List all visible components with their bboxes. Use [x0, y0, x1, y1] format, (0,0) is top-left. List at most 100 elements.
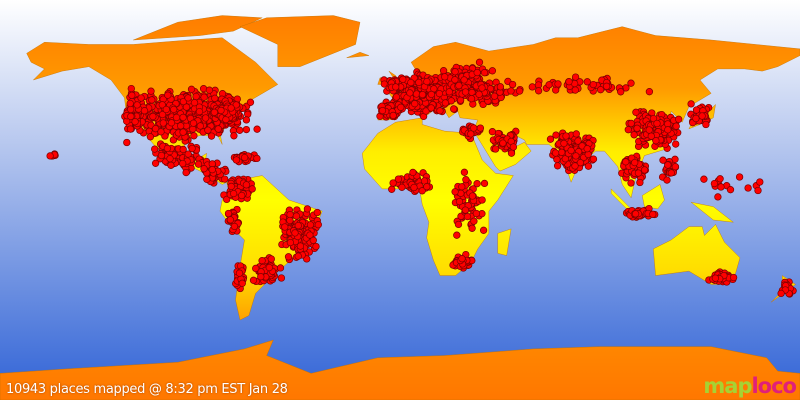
place-marker[interactable] — [392, 83, 400, 91]
place-marker[interactable] — [627, 119, 635, 128]
place-marker[interactable] — [227, 182, 235, 191]
place-marker[interactable] — [314, 221, 322, 229]
place-marker[interactable] — [479, 226, 488, 234]
place-marker[interactable] — [664, 161, 672, 169]
place-marker[interactable] — [653, 119, 661, 128]
place-marker[interactable] — [406, 89, 414, 97]
place-marker[interactable] — [461, 88, 470, 96]
place-marker[interactable] — [553, 155, 561, 164]
place-marker[interactable] — [480, 69, 489, 77]
place-marker[interactable] — [692, 114, 700, 123]
place-marker[interactable] — [409, 168, 417, 177]
place-marker[interactable] — [574, 137, 582, 145]
place-marker[interactable] — [190, 99, 199, 107]
place-marker[interactable] — [133, 101, 141, 109]
place-marker[interactable] — [229, 189, 238, 198]
place-marker[interactable] — [458, 183, 466, 191]
place-marker[interactable] — [472, 209, 481, 218]
place-marker[interactable] — [292, 212, 301, 220]
place-marker[interactable] — [313, 208, 321, 217]
place-marker[interactable] — [388, 185, 396, 193]
place-marker[interactable] — [230, 222, 239, 231]
place-marker[interactable] — [123, 138, 131, 147]
place-marker[interactable] — [179, 97, 188, 106]
place-marker[interactable] — [204, 126, 212, 134]
place-marker[interactable] — [702, 120, 710, 129]
place-marker[interactable] — [565, 78, 573, 86]
place-marker[interactable] — [700, 175, 708, 183]
place-marker[interactable] — [596, 86, 605, 94]
place-marker[interactable] — [499, 139, 507, 147]
place-marker[interactable] — [632, 108, 640, 116]
place-marker[interactable] — [692, 106, 701, 114]
place-marker[interactable] — [453, 231, 461, 239]
place-marker[interactable] — [427, 104, 435, 112]
place-marker[interactable] — [217, 106, 225, 115]
place-marker[interactable] — [389, 179, 397, 187]
place-marker[interactable] — [468, 224, 476, 232]
place-marker[interactable] — [182, 168, 190, 177]
place-marker[interactable] — [423, 183, 431, 191]
place-marker[interactable] — [294, 221, 302, 230]
place-marker[interactable] — [633, 124, 641, 132]
place-marker[interactable] — [214, 125, 222, 133]
place-marker[interactable] — [159, 119, 167, 127]
place-marker[interactable] — [127, 112, 135, 121]
place-marker[interactable] — [427, 90, 436, 99]
place-marker[interactable] — [714, 193, 722, 201]
place-marker[interactable] — [631, 158, 639, 167]
place-marker[interactable] — [303, 205, 312, 213]
place-marker[interactable] — [418, 90, 427, 99]
place-marker[interactable] — [189, 119, 198, 127]
place-marker[interactable] — [151, 125, 160, 133]
place-marker[interactable] — [572, 130, 580, 138]
place-marker[interactable] — [249, 276, 258, 284]
place-marker[interactable] — [224, 209, 233, 218]
place-marker[interactable] — [460, 76, 468, 84]
place-marker[interactable] — [461, 206, 470, 214]
place-marker[interactable] — [189, 125, 197, 133]
place-marker[interactable] — [294, 252, 302, 260]
place-marker[interactable] — [647, 132, 655, 140]
place-marker[interactable] — [192, 92, 200, 101]
place-marker[interactable] — [149, 112, 157, 121]
place-marker[interactable] — [267, 255, 275, 263]
place-marker[interactable] — [170, 105, 178, 114]
place-marker[interactable] — [717, 183, 725, 191]
place-marker[interactable] — [509, 143, 518, 151]
place-marker[interactable] — [636, 178, 644, 187]
place-marker[interactable] — [312, 242, 320, 251]
place-marker[interactable] — [46, 152, 54, 160]
place-marker[interactable] — [252, 264, 260, 273]
place-marker[interactable] — [571, 86, 579, 94]
place-marker[interactable] — [687, 100, 695, 108]
place-marker[interactable] — [475, 58, 484, 66]
place-marker[interactable] — [211, 94, 219, 102]
place-marker[interactable] — [392, 93, 401, 101]
place-marker[interactable] — [583, 78, 591, 86]
place-marker[interactable] — [562, 132, 570, 140]
place-marker[interactable] — [242, 116, 251, 124]
place-marker[interactable] — [645, 126, 653, 134]
place-marker[interactable] — [179, 113, 187, 122]
place-marker[interactable] — [157, 151, 166, 160]
place-marker[interactable] — [194, 160, 203, 168]
place-marker[interactable] — [602, 82, 611, 90]
place-marker[interactable] — [583, 145, 591, 153]
place-marker[interactable] — [407, 78, 415, 87]
place-marker[interactable] — [754, 186, 762, 195]
place-marker[interactable] — [463, 212, 472, 221]
place-marker[interactable] — [238, 279, 246, 287]
place-marker[interactable] — [467, 130, 475, 138]
place-marker[interactable] — [558, 148, 566, 156]
place-marker[interactable] — [158, 101, 166, 109]
place-marker[interactable] — [190, 132, 198, 140]
place-marker[interactable] — [394, 175, 403, 183]
place-marker[interactable] — [716, 175, 724, 183]
place-marker[interactable] — [147, 87, 155, 95]
place-marker[interactable] — [551, 149, 560, 157]
place-marker[interactable] — [441, 99, 450, 107]
place-marker[interactable] — [291, 229, 299, 237]
place-marker[interactable] — [166, 155, 174, 163]
